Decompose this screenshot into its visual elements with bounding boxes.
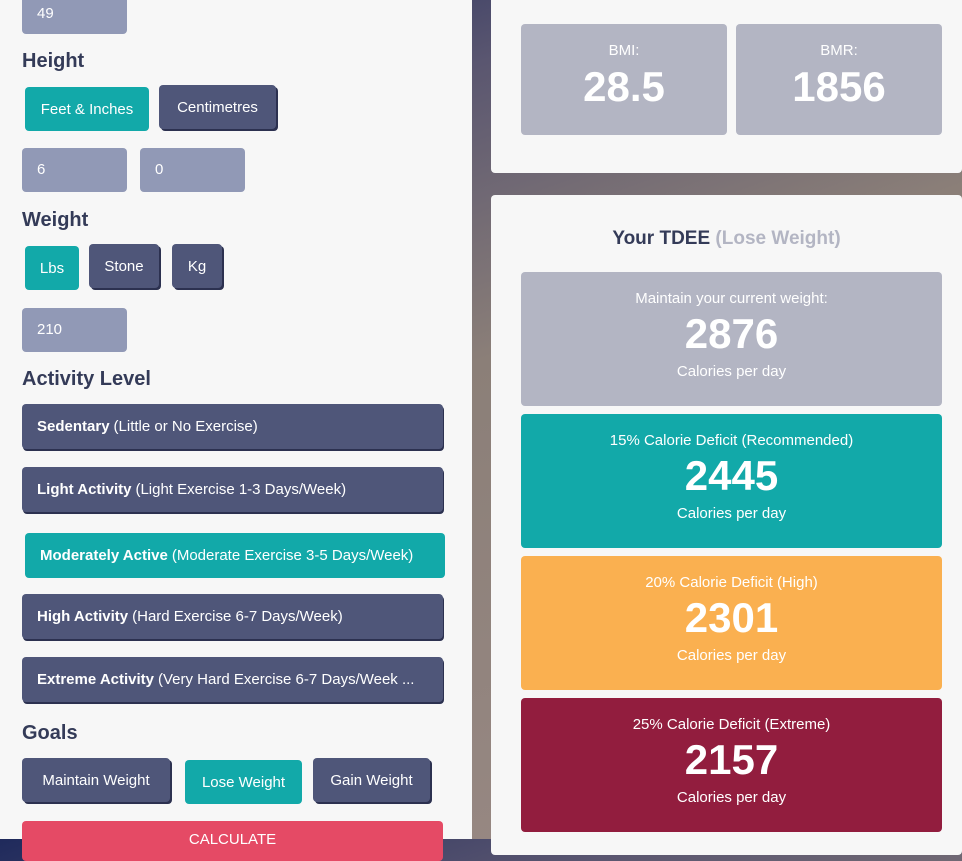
- card-value: 2876: [684, 310, 779, 357]
- activity-desc: (Very Hard Exercise 6-7 Days/Week ...: [158, 671, 415, 688]
- deficit-15-card: 15% Calorie Deficit (Recommended) 2445 Cal…: [521, 414, 942, 548]
- goals-heading: Goals: [22, 722, 78, 744]
- activity-desc: (Moderate Exercise 3-5 Days/Week): [171, 547, 414, 564]
- bmr-box: BMR: 1856: [736, 24, 942, 135]
- activity-desc: (Light Exercise 1-3 Days/Week): [135, 481, 347, 498]
- activity-light[interactable]: Light Activity (Light Exercise 1-3 Days/W…: [22, 467, 443, 512]
- deficit-25-card: 25% Calorie Deficit (Extreme) 2157 Calorie…: [521, 698, 942, 832]
- deficit-20-card: 20% Calorie Deficit (High) 2301 Calories p…: [521, 556, 942, 690]
- lose-weight-button[interactable]: Lose Weight: [185, 760, 302, 804]
- maintain-weight-button[interactable]: Maintain Weight: [22, 758, 170, 802]
- calculate-button[interactable]: CALCULATE: [22, 821, 443, 861]
- bmr-value: 1856: [792, 63, 886, 110]
- card-unit: Calories per day: [676, 363, 787, 380]
- activity-name: Light Activity: [37, 481, 132, 498]
- tdee-title: Your TDEE (Lose Weight): [491, 228, 962, 250]
- feet-input[interactable]: 6: [22, 148, 127, 192]
- feet-inches-button[interactable]: Feet & Inches: [25, 87, 149, 131]
- centimetres-button[interactable]: Centimetres: [159, 85, 276, 129]
- bmr-label: BMR:: [820, 42, 858, 59]
- inches-input[interactable]: 0: [140, 148, 245, 192]
- card-label: 15% Calorie Deficit (Recommended): [609, 432, 854, 449]
- activity-name: High Activity: [37, 608, 129, 625]
- activity-extreme[interactable]: Extreme Activity (Very Hard Exercise 6-7 …: [22, 657, 443, 702]
- tdee-title-text: Your TDEE: [612, 228, 711, 249]
- calculator-form: 49 Height Feet & Inches Centimetres 6 0 …: [0, 0, 472, 861]
- activity-desc: (Hard Exercise 6-7 Days/Week): [132, 608, 343, 625]
- activity-name: Extreme Activity: [37, 671, 154, 688]
- card-label: 25% Calorie Deficit (Extreme): [632, 716, 831, 733]
- activity-name: Sedentary: [37, 418, 110, 435]
- card-unit: Calories per day: [676, 789, 787, 806]
- kg-button[interactable]: Kg: [172, 244, 222, 288]
- bmi-label: BMI:: [608, 42, 640, 59]
- tdee-goal: (Lose Weight): [715, 228, 841, 249]
- stone-button[interactable]: Stone: [89, 244, 159, 288]
- weight-input[interactable]: 210: [22, 308, 127, 352]
- bmi-value: 28.5: [583, 63, 665, 110]
- gain-weight-button[interactable]: Gain Weight: [313, 758, 430, 802]
- card-value: 2301: [684, 594, 779, 641]
- activity-high[interactable]: High Activity (Hard Exercise 6-7 Days/Wee…: [22, 594, 443, 639]
- lbs-button[interactable]: Lbs: [25, 246, 79, 290]
- card-label: Maintain your current weight:: [635, 290, 828, 307]
- activity-sedentary[interactable]: Sedentary (Little or No Exercise): [22, 404, 443, 449]
- weight-heading: Weight: [22, 209, 89, 231]
- card-unit: Calories per day: [676, 505, 787, 522]
- height-heading: Height: [22, 50, 85, 72]
- maintain-card: Maintain your current weight: 2876 Calorie…: [521, 272, 942, 406]
- card-label: 20% Calorie Deficit (High): [645, 574, 818, 591]
- card-value: 2445: [684, 452, 779, 499]
- age-input[interactable]: 49: [22, 0, 127, 34]
- activity-heading: Activity Level: [22, 368, 151, 390]
- activity-moderate[interactable]: Moderately Active (Moderate Exercise 3-5 …: [25, 533, 445, 578]
- card-unit: Calories per day: [676, 647, 787, 664]
- activity-desc: (Little or No Exercise): [113, 418, 258, 435]
- activity-name: Moderately Active: [40, 547, 168, 564]
- card-value: 2157: [684, 736, 779, 783]
- bmi-box: BMI: 28.5: [521, 24, 727, 135]
